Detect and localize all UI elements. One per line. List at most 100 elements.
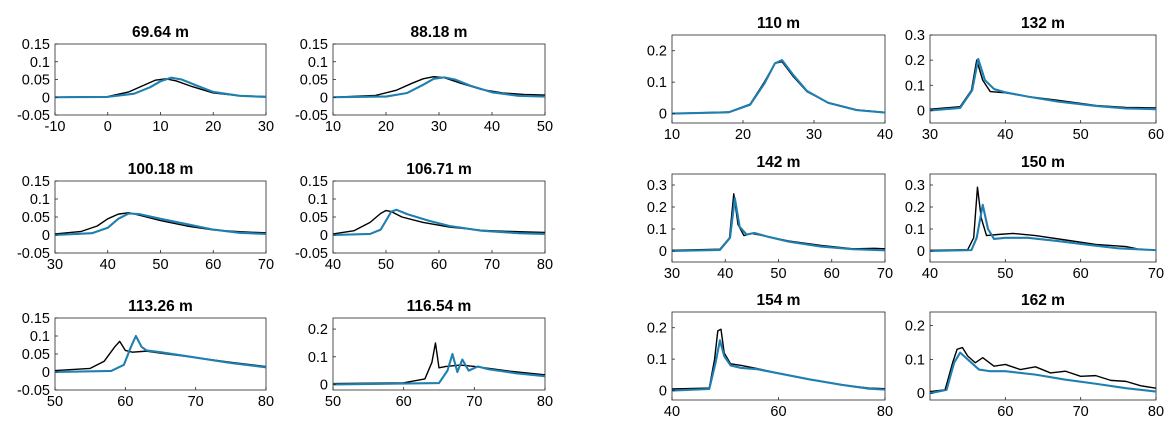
x-tick-label: 80 bbox=[537, 257, 553, 273]
model-series-line bbox=[333, 352, 545, 386]
y-tick-label: 0.05 bbox=[300, 73, 328, 89]
y-tick-label: 0.15 bbox=[22, 174, 50, 190]
x-tick-label: 80 bbox=[537, 394, 553, 410]
x-tick-label: 60 bbox=[431, 257, 447, 273]
model-series-line bbox=[333, 76, 545, 99]
model-series-line bbox=[672, 197, 885, 253]
subplot-title: 106.71 m bbox=[406, 161, 472, 178]
subplot-title: 154 m bbox=[757, 292, 801, 309]
x-tick-label: 20 bbox=[378, 119, 394, 135]
x-tick-label: 10 bbox=[325, 119, 341, 135]
y-tick-label: 0.15 bbox=[22, 37, 50, 53]
x-tick-label: 60 bbox=[1073, 266, 1089, 282]
subplot-7: 110 m 10 20 30 40 0.2 0.1 0 bbox=[647, 15, 893, 143]
axes-frame bbox=[332, 43, 546, 116]
y-tick-label: 0 bbox=[320, 377, 328, 393]
x-tick-label: 80 bbox=[1148, 404, 1164, 420]
y-tick-label: 0.1 bbox=[647, 75, 667, 91]
y-tick-label: 0.1 bbox=[905, 352, 925, 368]
x-tick-label: 30 bbox=[47, 257, 63, 273]
y-tick-label: 0.1 bbox=[308, 350, 328, 366]
axes-frame bbox=[54, 317, 267, 391]
y-tick-label: -0.05 bbox=[295, 246, 328, 262]
y-tick-label: 0 bbox=[659, 107, 667, 123]
y-tick-label: 0.1 bbox=[308, 192, 328, 208]
x-tick-label: -10 bbox=[45, 119, 66, 135]
y-tick-label: 0 bbox=[42, 228, 50, 244]
y-tick-label: 0.2 bbox=[647, 44, 667, 60]
subplot-9: 142 m 30 40 50 60 70 0.3 0.2 0.1 0 bbox=[647, 154, 893, 282]
y-tick-label: 0.1 bbox=[647, 352, 667, 368]
x-tick-label: 40 bbox=[922, 266, 938, 282]
axes-frame bbox=[332, 180, 546, 254]
axes-frame bbox=[929, 34, 1157, 124]
model-series-line bbox=[930, 351, 1156, 395]
x-tick-label: 70 bbox=[1148, 266, 1164, 282]
y-tick-label: 0.1 bbox=[30, 192, 50, 208]
x-tick-label: 80 bbox=[877, 404, 893, 420]
y-tick-label: 0.05 bbox=[300, 210, 328, 226]
model-series-line bbox=[55, 76, 266, 99]
subplot-title: 110 m bbox=[757, 15, 800, 32]
x-tick-label: 70 bbox=[466, 394, 482, 410]
axes-frame bbox=[929, 173, 1157, 263]
subplot-6: 116.54 m 50 60 70 80 0.2 0.1 0 bbox=[308, 298, 553, 410]
subplot-8: 132 m 30 40 50 60 0.3 0.2 0.1 0 bbox=[905, 15, 1164, 143]
x-tick-label: 60 bbox=[396, 394, 412, 410]
model-series-line bbox=[930, 203, 1156, 253]
x-tick-label: 50 bbox=[537, 119, 553, 135]
x-tick-label: 20 bbox=[735, 127, 751, 143]
x-tick-label: 30 bbox=[922, 127, 938, 143]
x-tick-label: 50 bbox=[997, 266, 1013, 282]
y-tick-label: 0 bbox=[659, 384, 667, 400]
y-tick-label: 0.1 bbox=[30, 329, 50, 345]
subplot-3: 100.18 m 30 40 50 60 70 0.15 0.1 0.05 0 -0.05 bbox=[17, 161, 274, 273]
y-tick-label: -0.05 bbox=[295, 108, 328, 124]
x-tick-label: 0 bbox=[104, 119, 112, 135]
x-tick-label: 50 bbox=[378, 257, 394, 273]
x-tick-label: 60 bbox=[1148, 127, 1164, 143]
x-tick-label: 10 bbox=[664, 127, 680, 143]
y-tick-label: 0.15 bbox=[22, 311, 50, 327]
x-tick-label: 50 bbox=[1073, 127, 1089, 143]
subplot-title: 88.18 m bbox=[411, 24, 468, 41]
subplot-10: 150 m 40 50 60 70 0.3 0.2 0.1 0 bbox=[905, 154, 1164, 282]
subplot-title: 69.64 m bbox=[132, 24, 189, 41]
x-tick-label: 40 bbox=[484, 119, 500, 135]
y-tick-label: 0.1 bbox=[905, 222, 925, 238]
subplot-4: 106.71 m 40 50 60 70 80 0.15 0.1 0.05 0 -0.05 bbox=[295, 161, 553, 273]
axes-frame bbox=[671, 173, 886, 263]
subplot-title: 142 m bbox=[757, 154, 801, 171]
x-tick-label: 70 bbox=[258, 257, 274, 273]
y-tick-label: 0 bbox=[42, 90, 50, 106]
subplot-title: 116.54 m bbox=[407, 298, 472, 315]
y-tick-label: -0.05 bbox=[17, 246, 50, 262]
y-tick-label: 0.05 bbox=[22, 73, 50, 89]
x-tick-label: 50 bbox=[770, 266, 786, 282]
measured-series-line bbox=[930, 346, 1156, 393]
x-tick-label: 40 bbox=[997, 127, 1013, 143]
y-tick-label: 0.1 bbox=[30, 55, 50, 71]
x-tick-label: 70 bbox=[877, 266, 893, 282]
y-tick-label: 0.2 bbox=[308, 322, 328, 338]
x-tick-label: 40 bbox=[877, 127, 893, 143]
y-tick-label: 0.3 bbox=[905, 178, 925, 194]
x-tick-label: 40 bbox=[717, 266, 733, 282]
measured-series-line bbox=[930, 186, 1138, 252]
x-tick-label: 40 bbox=[325, 257, 341, 273]
axes-frame bbox=[54, 180, 267, 254]
y-tick-label: 0.2 bbox=[647, 200, 667, 216]
x-tick-label: 70 bbox=[188, 394, 204, 410]
x-tick-label: 60 bbox=[997, 404, 1013, 420]
y-tick-label: 0.1 bbox=[905, 78, 925, 94]
y-tick-label: 0 bbox=[917, 244, 925, 260]
subplot-title: 162 m bbox=[1021, 292, 1065, 309]
x-tick-label: 40 bbox=[664, 404, 680, 420]
y-tick-label: 0.1 bbox=[647, 222, 667, 238]
subplot-2: 88.18 m 10 20 30 40 50 0.15 0.1 0.050 -0.05 bbox=[295, 24, 553, 135]
x-tick-label: 50 bbox=[152, 257, 168, 273]
x-tick-label: 50 bbox=[325, 394, 341, 410]
model-series-line bbox=[672, 59, 885, 115]
axes-frame bbox=[332, 317, 546, 391]
